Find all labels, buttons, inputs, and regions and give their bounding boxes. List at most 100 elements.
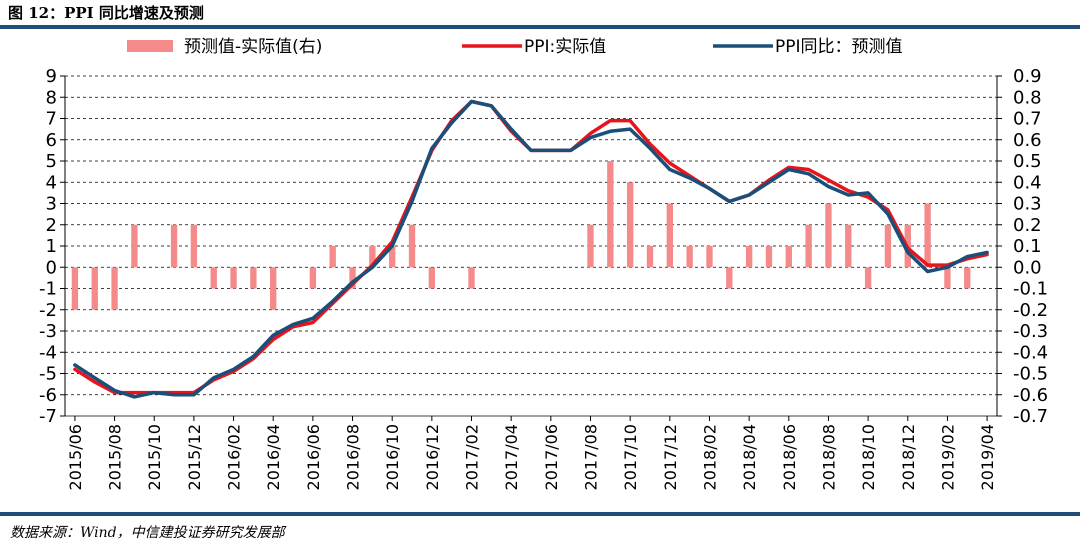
x-tick-label: 2016/08 — [344, 424, 363, 490]
y-right-tick-label: 0.2 — [1013, 215, 1042, 236]
y-left-tick-label: -5 — [39, 364, 57, 385]
y-right-tick-label: -0.2 — [1013, 300, 1048, 321]
bar — [607, 161, 614, 268]
y-left-tick-label: -2 — [39, 300, 57, 321]
bar — [428, 267, 436, 289]
bar — [190, 224, 198, 268]
bar — [349, 267, 356, 289]
x-tick-label: 2017/12 — [661, 424, 680, 490]
y-left-tick-label: -3 — [39, 321, 57, 342]
bar — [369, 246, 376, 268]
y-left-tick-label: -4 — [39, 342, 57, 363]
bar — [408, 224, 416, 268]
y-right-tick-label: -0.5 — [1013, 364, 1048, 385]
y-left-tick-label: 4 — [46, 172, 57, 193]
bar — [666, 203, 673, 268]
bar — [309, 267, 317, 289]
y-left-tick-label: 8 — [46, 87, 57, 108]
y-right-tick-label: 0.5 — [1013, 151, 1042, 172]
y-right-tick-label: 0.6 — [1013, 130, 1042, 151]
x-tick-label: 2016/02 — [225, 424, 244, 490]
x-tick-label: 2015/12 — [185, 424, 204, 490]
bar — [646, 246, 654, 268]
bar — [864, 267, 872, 289]
x-tick-label: 2017/04 — [502, 424, 521, 490]
y-left-tick-label: 6 — [46, 130, 57, 151]
bar — [210, 267, 217, 289]
top-rule — [0, 25, 1080, 29]
bar — [230, 267, 237, 289]
bar — [726, 267, 733, 289]
y-right-tick-label: -0.4 — [1013, 342, 1048, 363]
bar — [944, 267, 951, 289]
x-tick-label: 2018/12 — [899, 424, 918, 490]
legend: 预测值-实际值(右) PPI:实际值 PPI同比：预测值 — [127, 37, 903, 57]
y-right-tick-label: 0.8 — [1013, 87, 1042, 108]
x-tick-label: 2015/10 — [145, 424, 164, 490]
bar — [686, 246, 693, 268]
y-left-tick-label: 3 — [46, 194, 57, 215]
y-left-tick-label: 7 — [46, 109, 57, 130]
bar — [111, 267, 118, 310]
bar — [587, 224, 594, 268]
bar — [170, 224, 178, 268]
x-axis: 2015/06 2015/08 2015/10 2015/12 2016/02 2016/… — [66, 416, 997, 490]
y-right-tick-label: 0.4 — [1013, 172, 1042, 193]
bar — [825, 203, 832, 268]
y-axis-right: 0.90.80.70.60.50.40.30.20.10.0-0.1-0.2-0… — [996, 66, 1048, 427]
figure-title: 图 12：PPI 同比增速及预测 — [8, 4, 204, 22]
bar — [785, 246, 792, 268]
bar — [250, 267, 257, 289]
forecast-line — [73, 99, 989, 399]
y-left-tick-label: -7 — [39, 406, 57, 427]
y-right-tick-label: -0.6 — [1013, 385, 1048, 406]
y-right-tick-label: 0.9 — [1013, 66, 1042, 87]
y-left-tick-label: -6 — [39, 385, 57, 406]
x-tick-label: 2017/02 — [463, 424, 482, 490]
y-right-tick-label: 0.3 — [1013, 194, 1042, 215]
bottom-rule — [0, 512, 1080, 516]
x-tick-label: 2015/06 — [66, 424, 85, 490]
line-series — [73, 99, 989, 399]
x-tick-label: 2017/10 — [621, 424, 640, 490]
bar — [626, 182, 634, 268]
x-tick-label: 2015/08 — [106, 424, 125, 490]
legend-bar-swatch — [127, 40, 173, 52]
x-tick-label: 2016/10 — [383, 424, 402, 490]
x-tick-label: 2018/08 — [819, 424, 838, 490]
y-right-tick-label: -0.7 — [1013, 406, 1048, 427]
x-tick-label: 2017/08 — [581, 424, 600, 490]
y-left-tick-label: 2 — [46, 215, 57, 236]
legend-label-actual: PPI:实际值 — [524, 37, 606, 57]
bar — [91, 267, 98, 310]
ppi-chart: 预测值-实际值(右) PPI:实际值 PPI同比：预测值 9876543210-… — [39, 37, 1048, 490]
legend-label-bar: 预测值-实际值(右) — [184, 37, 322, 57]
x-tick-label: 2016/12 — [423, 424, 442, 490]
y-right-tick-label: -0.3 — [1013, 321, 1048, 342]
x-tick-label: 2018/06 — [780, 424, 799, 490]
bar-series — [71, 161, 971, 310]
y-left-tick-label: 5 — [46, 151, 57, 172]
legend-label-forecast: PPI同比：预测值 — [775, 37, 903, 57]
bar — [270, 267, 277, 310]
bar — [924, 203, 931, 268]
bar — [71, 267, 79, 310]
bar — [131, 224, 138, 268]
bar — [329, 246, 336, 268]
y-right-tick-label: -0.1 — [1013, 279, 1048, 300]
y-left-tick-label: 9 — [46, 66, 57, 87]
bar — [765, 246, 773, 268]
y-left-tick-label: -1 — [39, 279, 57, 300]
source-note: 数据来源：Wind，中信建投证券研究发展部 — [10, 525, 285, 541]
bar — [845, 224, 852, 268]
x-tick-label: 2019/02 — [938, 424, 957, 490]
bar — [805, 224, 812, 268]
bar — [389, 246, 396, 268]
x-tick-label: 2016/04 — [264, 424, 283, 490]
bar — [706, 246, 713, 268]
x-tick-label: 2016/06 — [304, 424, 323, 490]
x-tick-label: 2018/10 — [859, 424, 878, 490]
y-right-tick-label: 0.7 — [1013, 109, 1042, 130]
y-left-tick-label: 1 — [46, 236, 57, 257]
